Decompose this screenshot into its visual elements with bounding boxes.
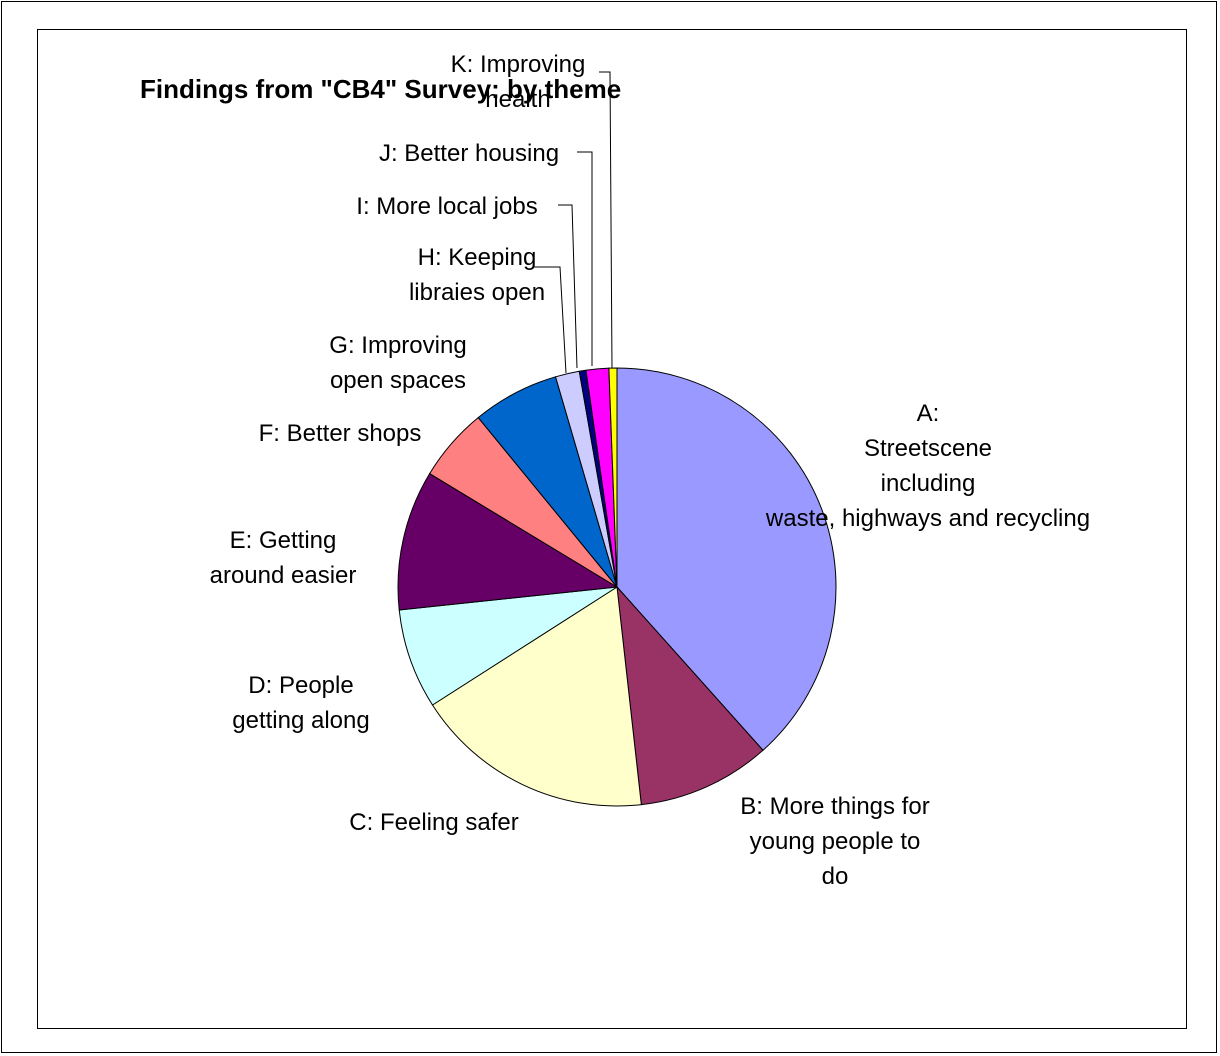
slice-label-k: K: Improving health bbox=[451, 51, 586, 113]
slice-label-g: G: Improving open spaces bbox=[329, 332, 466, 394]
leader-line-i bbox=[558, 204, 578, 369]
pie-slice-e bbox=[397, 472, 619, 611]
pie-slice-b bbox=[616, 585, 764, 806]
slice-label-b: B: More things for young people to do bbox=[740, 793, 929, 890]
leader-line-k bbox=[599, 71, 613, 369]
pie-slices bbox=[397, 367, 837, 807]
slice-label-e: E: Getting around easier bbox=[210, 527, 357, 589]
pie-slice-a bbox=[616, 367, 837, 751]
slice-label-a: A: Streetscene including waste, highways an… bbox=[765, 400, 1090, 532]
leader-line-j bbox=[577, 151, 593, 366]
chart-title: Findings from "CB4" Survey: by theme bbox=[140, 74, 621, 104]
slice-label-h: H: Keeping libraies open bbox=[409, 244, 545, 306]
slice-label-c: C: Feeling safer bbox=[349, 809, 518, 836]
pie-slice-d bbox=[398, 586, 618, 706]
leader-lines bbox=[534, 71, 613, 374]
slice-labels: A: Streetscene including waste, highways an… bbox=[210, 51, 1090, 890]
leader-line-h bbox=[534, 266, 567, 374]
slice-label-i: I: More local jobs bbox=[356, 193, 537, 220]
pie-slice-c bbox=[431, 586, 642, 807]
slice-label-j: J: Better housing bbox=[379, 140, 559, 167]
pie-slice-k bbox=[608, 367, 618, 588]
slice-label-f: F: Better shops bbox=[259, 420, 422, 447]
slice-label-d: D: People getting along bbox=[232, 672, 369, 734]
